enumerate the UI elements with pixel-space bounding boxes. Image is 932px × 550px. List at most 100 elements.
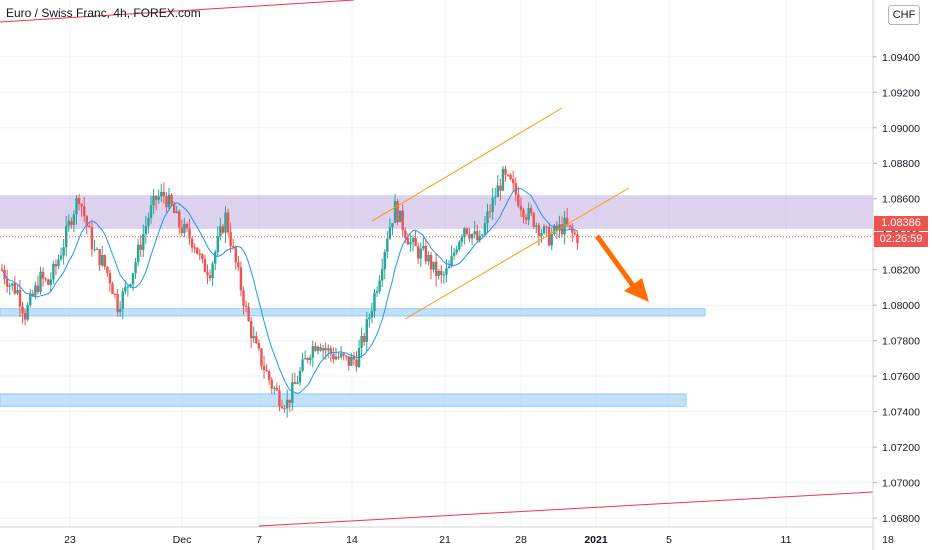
time-tick-label: 18 — [882, 534, 894, 546]
candle — [257, 339, 261, 352]
zone-resistance — [0, 195, 873, 229]
candle-body — [437, 271, 440, 276]
candle-body — [85, 216, 88, 226]
candle — [247, 302, 250, 322]
candle — [506, 173, 510, 177]
candle-body — [108, 272, 112, 284]
candle — [80, 202, 83, 217]
candle-body — [393, 201, 397, 223]
candle — [311, 340, 315, 368]
candle — [298, 366, 302, 386]
candle — [393, 194, 397, 224]
candle-body — [116, 294, 119, 313]
candle-body — [347, 356, 350, 366]
candle-body — [31, 293, 35, 296]
candle-body — [72, 214, 76, 225]
candle-body — [535, 225, 538, 227]
candle-body — [142, 234, 145, 250]
candle — [499, 178, 502, 201]
candle-body — [26, 305, 29, 320]
candle-body — [21, 306, 24, 314]
candle-body — [473, 231, 476, 235]
price-tick-label: 1.07800 — [882, 336, 920, 348]
candle — [337, 352, 340, 360]
candle — [422, 236, 425, 251]
candle — [75, 195, 78, 225]
candle — [375, 286, 379, 297]
candle-body — [332, 353, 335, 360]
candle — [121, 287, 124, 320]
price-tick-label: 1.08200 — [882, 265, 920, 277]
candle — [214, 249, 217, 271]
price-tick-label: 1.09000 — [882, 123, 920, 135]
candle-body — [13, 283, 17, 294]
candle — [401, 204, 404, 237]
candle — [517, 186, 520, 208]
candle — [486, 203, 489, 233]
candle — [160, 183, 163, 202]
candle-body — [414, 238, 417, 247]
candle-body — [542, 226, 546, 234]
candle-body — [540, 233, 543, 236]
candle — [434, 252, 438, 287]
candle — [280, 399, 284, 410]
candle — [154, 195, 158, 211]
chart-title: Euro / Swiss Franc, 4h, FOREX.com — [6, 6, 201, 20]
candle-body — [162, 191, 166, 197]
candle-body — [345, 355, 348, 357]
candle — [162, 182, 166, 204]
candle — [339, 346, 343, 360]
channel-lower — [404, 187, 630, 320]
candle — [347, 356, 350, 371]
candle — [8, 282, 11, 295]
candle — [476, 224, 479, 242]
candle-body — [267, 371, 271, 380]
candle-body — [499, 185, 502, 191]
price-channel — [371, 107, 630, 320]
candle-body — [113, 293, 117, 295]
candle — [13, 276, 17, 296]
candle — [216, 226, 219, 257]
currency-button[interactable]: CHF — [888, 5, 920, 25]
candle — [239, 261, 243, 297]
forecast-arrow — [594, 234, 649, 302]
candle-body — [560, 224, 564, 235]
candle — [396, 199, 399, 226]
candle — [165, 192, 168, 213]
candle-body — [201, 254, 204, 260]
candle — [126, 285, 130, 297]
candle — [59, 247, 63, 261]
candle — [529, 204, 533, 217]
candle-body — [298, 370, 302, 383]
price-tick-label: 1.08800 — [882, 158, 920, 170]
candle-body — [355, 359, 358, 368]
candle — [535, 222, 538, 233]
candle-body — [152, 195, 155, 206]
candle-body — [319, 347, 322, 351]
candle — [327, 344, 330, 359]
candle-body — [54, 263, 58, 267]
candle-body — [62, 247, 65, 256]
candle — [118, 301, 122, 317]
candle-body — [576, 234, 579, 243]
candle-body — [396, 201, 399, 223]
candle — [440, 265, 443, 284]
candle-body — [416, 246, 420, 259]
time-tick-label: 23 — [64, 534, 76, 546]
candle — [352, 352, 356, 366]
candle — [144, 215, 148, 244]
candle-body — [239, 267, 243, 291]
candle-body — [368, 317, 371, 320]
candle-body — [249, 320, 253, 339]
candle — [95, 247, 99, 251]
candle-body — [136, 244, 140, 262]
candle-body — [88, 225, 91, 228]
time-tick-label: 7 — [256, 534, 262, 546]
candle — [52, 260, 55, 285]
candle-body — [44, 278, 47, 280]
candle — [380, 258, 384, 288]
time-tick-label: 2021 — [584, 534, 608, 546]
candle — [193, 243, 196, 253]
candle — [463, 227, 466, 245]
